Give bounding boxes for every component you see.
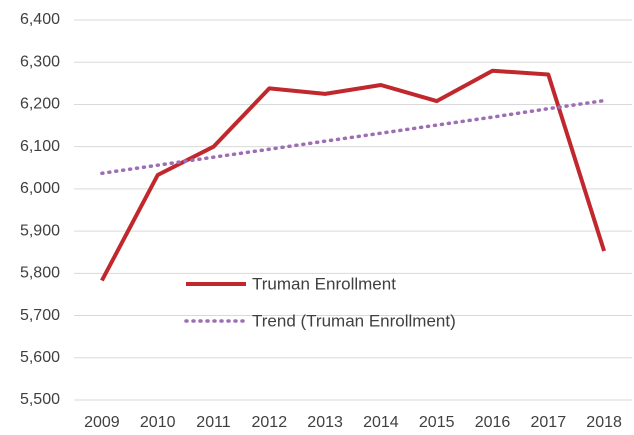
- x-tick-label: 2018: [586, 414, 622, 431]
- y-tick-label: 6,200: [20, 96, 60, 113]
- x-tick-label: 2014: [363, 414, 399, 431]
- legend-label: Trend (Truman Enrollment): [252, 311, 456, 330]
- y-tick-label: 5,500: [20, 391, 60, 408]
- series-line: [100, 98, 606, 176]
- y-tick-label: 5,700: [20, 307, 60, 324]
- x-tick-label: 2012: [252, 414, 288, 431]
- series-line: [100, 68, 607, 282]
- x-tick-label: 2016: [475, 414, 511, 431]
- y-tick-label: 6,000: [20, 180, 60, 197]
- y-tick-label: 5,800: [20, 265, 60, 282]
- y-tick-label: 6,300: [20, 53, 60, 70]
- legend-label: Truman Enrollment: [252, 274, 396, 293]
- x-tick-label: 2010: [140, 414, 176, 431]
- y-tick-label: 5,900: [20, 222, 60, 239]
- x-tick-label: 2015: [419, 414, 455, 431]
- y-tick-label: 5,600: [20, 349, 60, 366]
- x-tick-label: 2011: [196, 414, 231, 431]
- y-tick-label: 6,100: [20, 138, 60, 155]
- x-tick-label: 2009: [84, 414, 120, 431]
- x-tick-label: 2013: [307, 414, 343, 431]
- x-tick-label: 2017: [531, 414, 567, 431]
- y-tick-label: 6,400: [20, 11, 60, 28]
